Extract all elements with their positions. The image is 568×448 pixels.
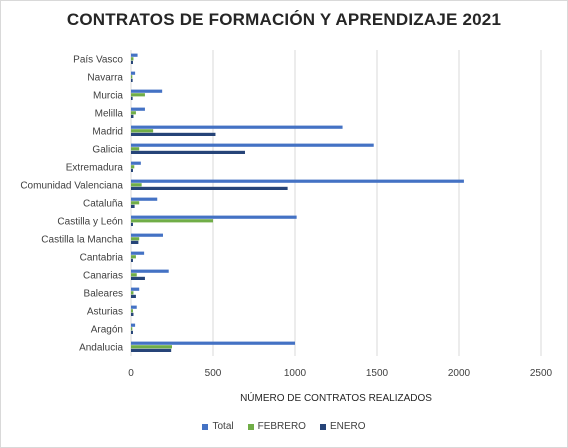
bar-andalucia-febrero [131, 345, 172, 349]
legend: Total FEBRERO ENERO [0, 421, 568, 432]
bar-extremadura-enero [131, 168, 133, 172]
category-label-comunidad-valenciana: Comunidad Valenciana [20, 181, 123, 192]
x-tick-2500: 2500 [530, 368, 553, 379]
bar-murcia-total [131, 89, 163, 93]
category-label-extremadura: Extremadura [66, 163, 124, 174]
x-tick-2000: 2000 [448, 368, 471, 379]
category-label-madrid: Madrid [92, 127, 123, 138]
bar-galicia-total [131, 143, 374, 147]
bar-madrid-enero [131, 132, 216, 136]
bar-castilla-y-leon-enero [131, 222, 133, 226]
bar-extremadura-total [131, 161, 141, 165]
category-label-asturias: Asturias [87, 307, 123, 318]
bar-extremadura-febrero [131, 165, 135, 169]
bar-comunidad-valenciana-febrero [131, 183, 142, 187]
bar-comunidad-valenciana-total [131, 179, 464, 183]
category-label-cantabria: Cantabria [80, 253, 124, 264]
bar-asturias-total [131, 305, 137, 309]
bar-navarra-enero [131, 78, 133, 82]
legend-swatch-enero [319, 423, 326, 430]
bar-cantabria-total [131, 251, 145, 255]
legend-item-febrero: FEBRERO [247, 421, 306, 432]
bar-navarra-febrero [131, 75, 133, 79]
category-label-galicia: Galicia [92, 145, 123, 156]
bar-cataluna-enero [131, 204, 135, 208]
bar-andalucia-total [131, 341, 295, 345]
category-label-castilla-y-leon: Castilla y León [57, 217, 123, 228]
bar-pais-vasco-febrero [131, 57, 134, 61]
bar-aragon-enero [131, 330, 133, 334]
bar-andalucia-enero [131, 348, 172, 352]
bar-castilla-la-mancha-total [131, 233, 163, 237]
category-label-melilla: Melilla [95, 109, 124, 120]
bar-galicia-enero [131, 150, 245, 154]
bar-pais-vasco-enero [131, 60, 133, 64]
bar-pais-vasco-total [131, 53, 138, 57]
bar-melilla-febrero [131, 111, 136, 115]
legend-swatch-total [202, 423, 209, 430]
category-label-pais-vasco: País Vasco [73, 55, 123, 66]
bar-cataluna-febrero [131, 201, 140, 205]
bar-baleares-enero [131, 294, 136, 298]
x-axis-label: NÚMERO DE CONTRATOS REALIZADOS [240, 393, 432, 404]
bar-cataluna-total [131, 197, 158, 201]
bar-melilla-total [131, 107, 145, 111]
bar-castilla-y-leon-febrero [131, 219, 213, 223]
bar-comunidad-valenciana-enero [131, 186, 288, 190]
category-label-aragon: Aragón [91, 325, 123, 336]
bar-madrid-febrero [131, 129, 154, 133]
chart-title: CONTRATOS DE FORMACIÓN Y APRENDIZAJE 202… [66, 10, 502, 29]
bar-castilla-la-mancha-febrero [131, 237, 140, 241]
category-label-castilla-la-mancha: Castilla la Mancha [41, 235, 123, 246]
x-tick-0: 0 [128, 368, 134, 379]
bar-murcia-enero [131, 96, 133, 100]
bar-aragon-febrero [131, 327, 133, 331]
legend-swatch-febrero [247, 423, 254, 430]
legend-item-total: Total [202, 421, 234, 432]
category-label-navarra: Navarra [87, 73, 123, 84]
bar-cantabria-enero [131, 258, 133, 262]
bar-aragon-total [131, 323, 136, 327]
category-label-baleares: Baleares [84, 289, 123, 300]
legend-label-total: Total [212, 421, 234, 432]
bar-castilla-y-leon-total [131, 215, 297, 219]
bar-canarias-febrero [131, 273, 137, 277]
category-label-andalucia: Andalucia [79, 343, 123, 354]
bar-canarias-total [131, 269, 169, 273]
legend-label-febrero: FEBRERO [257, 421, 306, 432]
category-label-murcia: Murcia [93, 91, 123, 102]
bar-melilla-enero [131, 114, 134, 118]
x-tick-1500: 1500 [366, 368, 389, 379]
x-tick-1000: 1000 [284, 368, 307, 379]
bar-navarra-total [131, 71, 136, 75]
bar-cantabria-febrero [131, 255, 136, 259]
bar-galicia-febrero [131, 147, 140, 151]
bar-baleares-febrero [131, 291, 134, 295]
bar-canarias-enero [131, 276, 145, 280]
legend-label-enero: ENERO [329, 421, 366, 432]
category-label-cataluna: Cataluña [83, 199, 123, 210]
bar-asturias-enero [131, 312, 134, 316]
category-label-canarias: Canarias [83, 271, 123, 282]
bar-baleares-total [131, 287, 140, 291]
bar-murcia-febrero [131, 93, 145, 97]
legend-item-enero: ENERO [319, 421, 366, 432]
bar-madrid-total [131, 125, 343, 129]
bar-castilla-la-mancha-enero [131, 240, 139, 244]
bar-asturias-febrero [131, 309, 133, 313]
x-tick-500: 500 [205, 368, 222, 379]
